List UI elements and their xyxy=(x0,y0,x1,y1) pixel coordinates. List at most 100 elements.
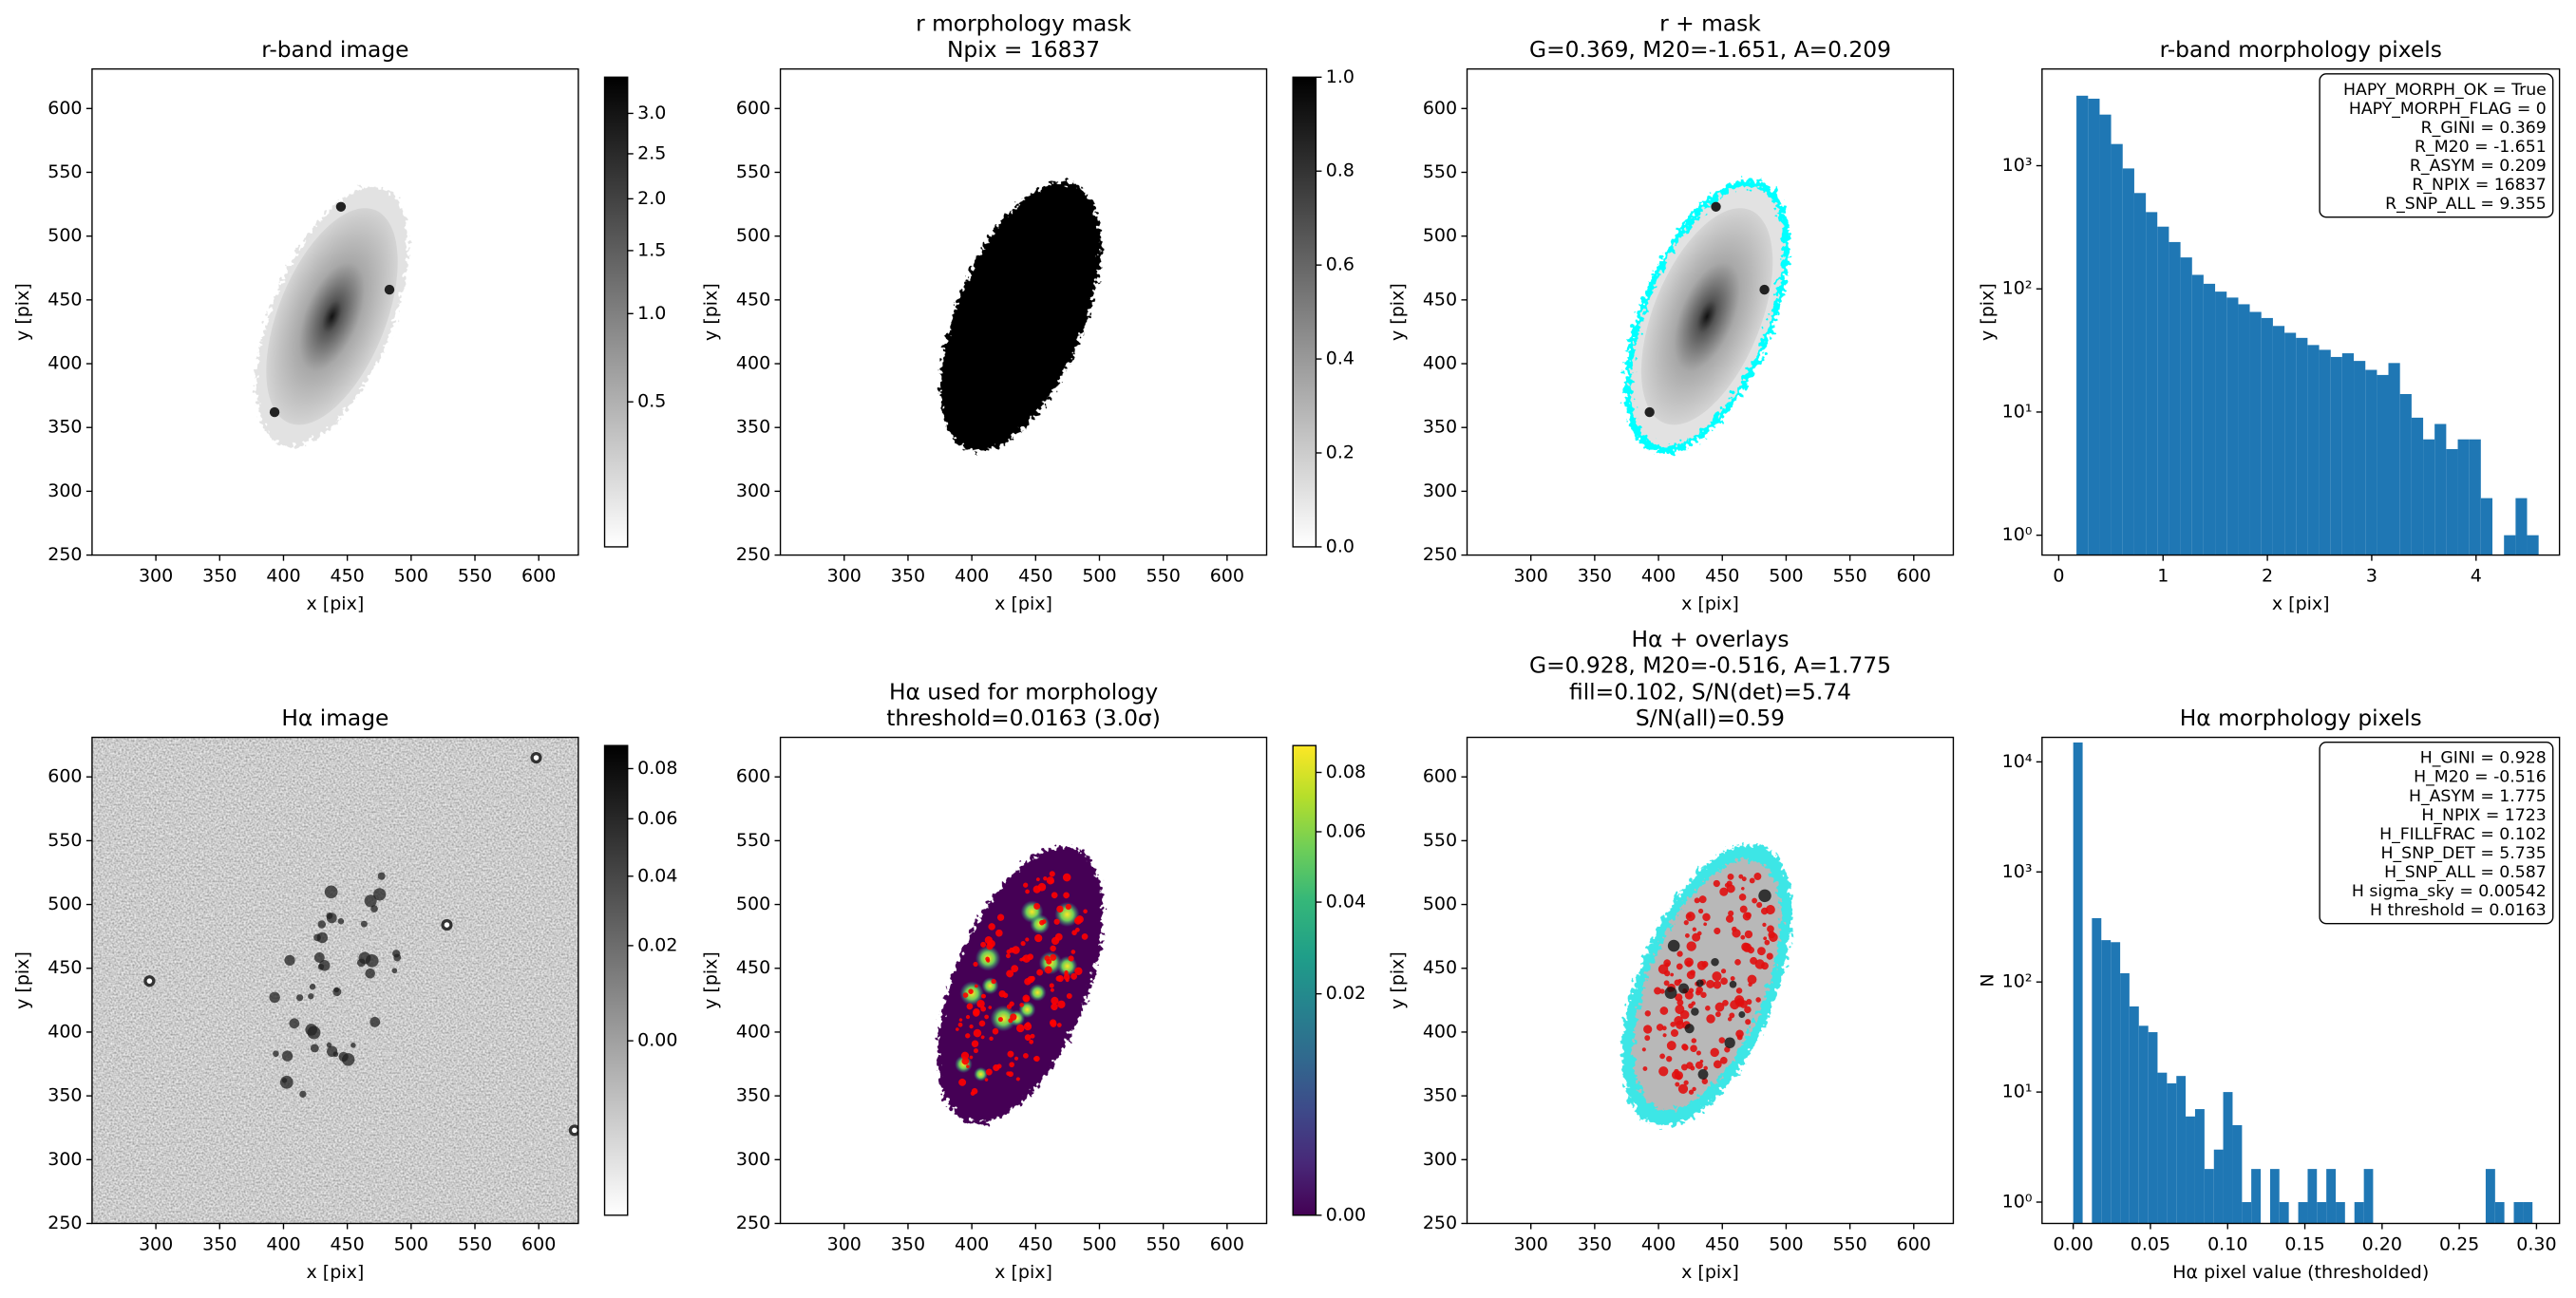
image-feature xyxy=(1009,1062,1015,1068)
histogram-bar xyxy=(2186,1116,2195,1224)
histogram-bar xyxy=(2377,374,2389,555)
image-features xyxy=(956,871,1089,1096)
y-tick-label: 450 xyxy=(736,289,770,310)
y-tick-label: 400 xyxy=(736,1021,770,1042)
x-tick-label: 4 xyxy=(2471,566,2482,587)
image-feature xyxy=(1675,1082,1680,1087)
image-feature xyxy=(1738,894,1747,901)
star xyxy=(1759,284,1770,295)
y-tick-label: 10⁰ xyxy=(2002,1192,2033,1213)
image-feature xyxy=(1747,974,1757,985)
image-feature xyxy=(326,912,337,924)
image-feature xyxy=(1691,1038,1697,1044)
image-feature xyxy=(1741,876,1747,882)
image-feature xyxy=(1756,901,1763,909)
image-feature xyxy=(317,920,327,929)
y-tick-label: 300 xyxy=(47,1149,82,1170)
image-feature xyxy=(1662,1033,1667,1038)
image-feature xyxy=(1690,1044,1697,1053)
axes-frame xyxy=(91,67,579,556)
x-tick-label: 550 xyxy=(1146,566,1181,587)
image-feature xyxy=(1714,1002,1725,1012)
image-feature xyxy=(1670,1022,1676,1027)
x-tick-label: 0.25 xyxy=(2439,1233,2479,1254)
image-feature xyxy=(990,1005,1017,1032)
image-feature xyxy=(1702,912,1711,922)
image-feature xyxy=(1029,1039,1034,1044)
image-feature xyxy=(1738,1011,1746,1018)
image-feature xyxy=(1015,1077,1020,1082)
image-feature xyxy=(1745,912,1752,919)
image-feature xyxy=(1734,959,1741,966)
image-feature xyxy=(1712,971,1722,982)
image-feature xyxy=(338,1051,349,1063)
x-tick-label: 300 xyxy=(827,566,862,587)
image-feature xyxy=(1735,1029,1744,1039)
y-tick-label: 350 xyxy=(1423,417,1457,438)
y-tick-label: 600 xyxy=(1423,98,1457,119)
image-feature xyxy=(1681,1044,1688,1050)
image-feature xyxy=(308,993,314,1000)
panel-title: fill=0.102, S/N(det)=5.74 xyxy=(1569,678,1851,705)
star-core xyxy=(533,755,540,761)
histogram-bar xyxy=(2122,168,2134,555)
image-feature xyxy=(1697,1068,1709,1080)
axes-frame xyxy=(2041,736,2561,1225)
x-tick-label: 600 xyxy=(1897,566,1931,587)
image-feature xyxy=(350,1042,356,1048)
axes-frame xyxy=(779,67,1268,556)
image-feature xyxy=(974,1066,988,1082)
image-feature xyxy=(1694,897,1700,904)
annotation-line: H_ASYM = 1.775 xyxy=(2409,787,2547,806)
x-tick-label: 500 xyxy=(1769,566,1803,587)
image-feature xyxy=(289,1018,300,1029)
image-feature xyxy=(1727,873,1734,880)
image-feature xyxy=(1684,990,1694,1000)
x-tick-label: 350 xyxy=(891,566,925,587)
image-feature xyxy=(1083,909,1088,914)
image-feature xyxy=(1068,955,1074,962)
image-feature xyxy=(364,894,377,908)
histogram-bar xyxy=(2203,283,2216,555)
x-tick-label: 400 xyxy=(1641,1233,1676,1254)
colorbar-tick-label: 0.00 xyxy=(637,1030,677,1051)
image-feature xyxy=(1016,1024,1025,1033)
x-tick-label: 600 xyxy=(521,1233,556,1254)
colorbar-tick-label: 0.04 xyxy=(1326,892,1366,912)
image-feature xyxy=(1070,950,1076,954)
image-feature xyxy=(1644,1010,1651,1017)
x-tick-label: 450 xyxy=(1705,566,1739,587)
image-feature xyxy=(1654,987,1661,995)
image-feature xyxy=(296,994,304,1002)
image-feature xyxy=(1051,936,1060,945)
image-feature xyxy=(1705,1005,1711,1011)
image-feature xyxy=(1071,930,1077,936)
y-tick-label: 450 xyxy=(736,957,770,978)
image-feature xyxy=(1043,875,1048,881)
star xyxy=(335,201,347,212)
annotation-line: R_M20 = -1.651 xyxy=(2415,138,2547,157)
image-feature xyxy=(313,933,321,942)
image-feature xyxy=(1023,882,1029,888)
y-tick-label: 350 xyxy=(736,1085,770,1106)
y-axis-label: y [pix] xyxy=(1387,951,1408,1009)
y-tick-label: 300 xyxy=(47,480,82,501)
y-tick-label: 400 xyxy=(47,353,82,374)
image-feature xyxy=(1701,1078,1709,1084)
x-tick-label: 400 xyxy=(266,566,300,587)
image-feature xyxy=(1064,969,1069,975)
y-axis-label: y [pix] xyxy=(700,283,721,341)
x-tick-label: 450 xyxy=(1705,1233,1739,1254)
y-tick-label: 600 xyxy=(736,98,770,119)
histogram-bar xyxy=(2269,1169,2280,1224)
image-feature xyxy=(269,991,280,1004)
x-axis-label: x [pix] xyxy=(307,593,365,614)
histogram-bar xyxy=(2336,1202,2345,1224)
star xyxy=(384,284,395,295)
y-tick-label: 600 xyxy=(47,766,82,787)
histogram-bar xyxy=(2341,353,2355,555)
image-feature xyxy=(1739,905,1748,913)
y-tick-label: 450 xyxy=(47,957,82,978)
y-tick-label: 10⁴ xyxy=(2002,751,2033,772)
